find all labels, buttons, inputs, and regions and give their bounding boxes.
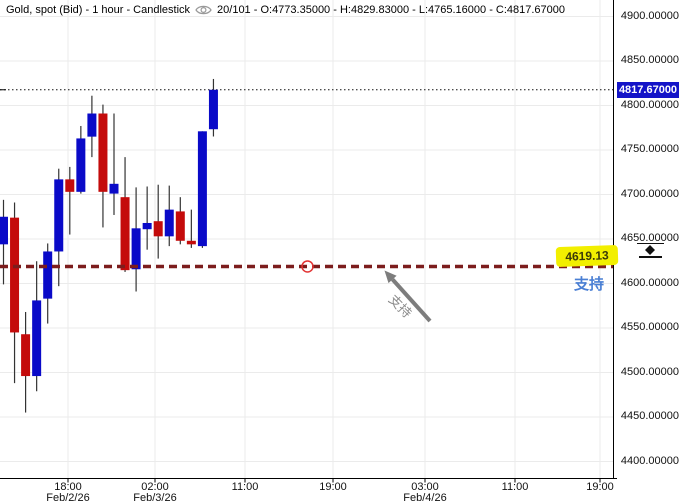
support-price-label[interactable]: 4619.13 bbox=[555, 244, 619, 268]
candle-body-up bbox=[109, 183, 119, 194]
scroll-up-arrow-icon[interactable] bbox=[645, 245, 655, 250]
arrow-head-icon[interactable] bbox=[384, 270, 397, 284]
candle-body-up bbox=[76, 138, 86, 192]
scroll-line-top bbox=[637, 243, 664, 244]
scroll-line-bottom bbox=[639, 256, 662, 258]
y-axis-label[interactable]: 4650.00000 bbox=[620, 232, 679, 244]
candle-body-up bbox=[32, 300, 42, 377]
candle-body-up bbox=[131, 228, 141, 270]
candle-body-up bbox=[164, 209, 174, 237]
candle-body-up bbox=[87, 113, 97, 137]
y-axis-label[interactable]: 4400.00000 bbox=[620, 454, 679, 467]
axis-scroll-widget[interactable] bbox=[637, 241, 664, 258]
candle-body-up bbox=[208, 89, 218, 130]
x-axis-date-label[interactable]: Feb/2/26 bbox=[46, 492, 90, 504]
x-axis-time-label[interactable]: 11:00 bbox=[231, 481, 259, 493]
x-axis-date-label[interactable]: Feb/4/26 bbox=[403, 492, 447, 504]
candle-body-down bbox=[21, 334, 31, 377]
y-axis-label[interactable]: 4500.00000 bbox=[620, 365, 679, 378]
x-axis-time-label[interactable]: 19:00 bbox=[319, 481, 347, 493]
scroll-down-arrow-icon[interactable] bbox=[645, 250, 655, 255]
candle-body-up bbox=[54, 179, 64, 252]
y-axis-label[interactable]: 4600.00000 bbox=[620, 276, 679, 289]
candle-body-down bbox=[10, 217, 20, 333]
eye-icon[interactable] bbox=[195, 4, 212, 16]
x-axis-time-label[interactable]: 02:00 bbox=[141, 481, 169, 493]
x-axis-time-label[interactable]: 03:00 bbox=[411, 481, 439, 493]
y-axis-label[interactable]: 4700.00000 bbox=[620, 187, 679, 200]
candle-body-up bbox=[197, 131, 207, 247]
candle-body-down bbox=[186, 240, 196, 245]
y-axis-label[interactable]: 4750.00000 bbox=[620, 143, 679, 155]
candle-body-down bbox=[98, 113, 108, 192]
x-axis-time-label[interactable]: 11:00 bbox=[501, 481, 529, 493]
candle-body-down bbox=[65, 179, 75, 192]
trendline-anchor-marker[interactable] bbox=[301, 260, 314, 273]
y-axis-label[interactable]: 4450.00000 bbox=[620, 410, 679, 422]
arrow-shaft[interactable] bbox=[391, 278, 432, 323]
support-annotation-text[interactable]: 支持 bbox=[574, 276, 605, 293]
candle-body-up bbox=[0, 216, 8, 245]
x-axis-time-label[interactable]: 19:00 bbox=[586, 481, 614, 493]
candle-body-down bbox=[153, 221, 163, 237]
y-axis-label[interactable]: 4900.00000 bbox=[620, 9, 679, 22]
candle-body-up bbox=[43, 251, 53, 299]
x-axis-time-label[interactable]: 18:00 bbox=[54, 481, 82, 493]
y-axis-label[interactable]: 4800.00000 bbox=[620, 98, 679, 111]
y-axis-label[interactable]: 4850.00000 bbox=[620, 54, 679, 66]
x-axis-date-label[interactable]: Feb/3/26 bbox=[133, 492, 177, 504]
chart-title: Gold, spot (Bid) - 1 hour - Candlestick bbox=[6, 3, 191, 16]
ohlc-stats: 20/101 - O:4773.35000 - H:4829.83000 - L… bbox=[217, 3, 566, 16]
current-price-tag: 4817.67000 bbox=[617, 81, 679, 98]
y-axis-label[interactable]: 4550.00000 bbox=[620, 321, 679, 333]
candle-body-down bbox=[175, 211, 185, 241]
chart-header: Gold, spot (Bid) - 1 hour - Candlestick … bbox=[6, 3, 565, 16]
candle-body-down bbox=[120, 197, 130, 271]
candle-body-up bbox=[142, 222, 152, 230]
